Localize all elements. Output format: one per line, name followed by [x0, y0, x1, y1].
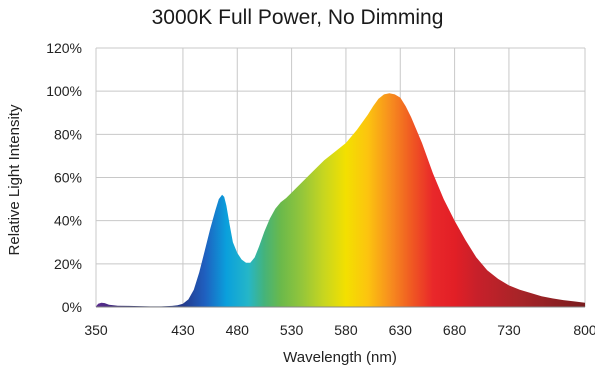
- x-tick-label: 800: [573, 322, 595, 338]
- y-tick-label: 100%: [46, 83, 82, 99]
- x-tick-label: 480: [226, 322, 250, 338]
- x-tick-label: 430: [171, 322, 195, 338]
- spectrum-area: [96, 93, 585, 307]
- x-tick-label: 630: [389, 322, 413, 338]
- chart-title: 3000K Full Power, No Dimming: [151, 6, 444, 29]
- x-tick-label: 730: [497, 322, 521, 338]
- y-tick-label: 20%: [54, 256, 82, 272]
- y-tick-label: 120%: [46, 40, 82, 56]
- x-tick-label: 350: [84, 322, 108, 338]
- x-axis-label: Wavelength (nm): [283, 349, 397, 366]
- y-tick-label: 60%: [54, 170, 82, 186]
- x-tick-label: 530: [280, 322, 304, 338]
- y-axis-label: Relative Light Intensity: [6, 104, 23, 255]
- y-tick-label: 80%: [54, 126, 82, 142]
- y-tick-label: 40%: [54, 213, 82, 229]
- x-tick-label: 680: [443, 322, 467, 338]
- y-tick-label: 0%: [62, 299, 82, 315]
- tick-labels: 350 430 480 530 580 630 680 730 800 0% 20% 40% 60% 80…: [46, 40, 595, 338]
- x-tick-label: 580: [334, 322, 358, 338]
